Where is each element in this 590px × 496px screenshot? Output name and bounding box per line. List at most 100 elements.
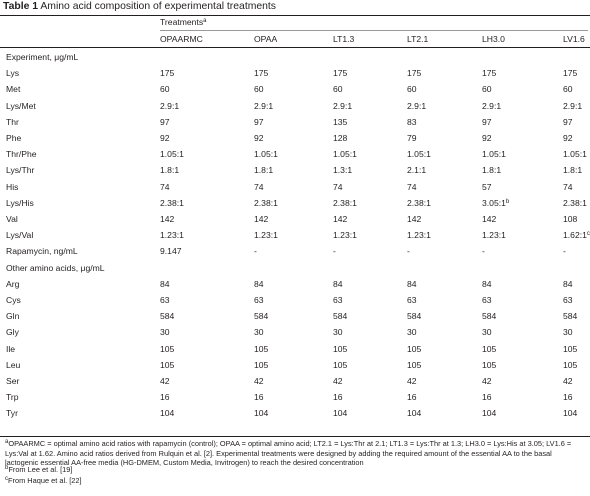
- row-label: Ile: [6, 343, 16, 354]
- table-cell: 584: [254, 311, 268, 322]
- cell-value: 63: [160, 295, 170, 305]
- cell-value: 92: [254, 133, 264, 143]
- column-header: LT1.3: [333, 34, 355, 44]
- table-cell: 142: [254, 214, 268, 225]
- table-cell: 142: [482, 214, 496, 225]
- treatments-underline: [160, 30, 588, 31]
- cell-value: 42: [160, 376, 170, 386]
- cell-value: 1.8:1: [482, 165, 502, 176]
- cell-value: 74: [333, 181, 343, 192]
- table-cell: 1.8:1: [563, 165, 582, 176]
- cell-value: 175: [160, 68, 175, 79]
- cell-value: 105: [407, 343, 422, 354]
- table-cell: 2.9:1: [407, 101, 426, 112]
- bottom-rule: [0, 436, 590, 437]
- table-cell: 584: [563, 311, 577, 322]
- row-label: Lys/His: [6, 197, 34, 208]
- row-label: Gln: [6, 311, 20, 322]
- table-cell: 105: [333, 360, 347, 371]
- cell-value: 97: [482, 116, 492, 127]
- table-cell: 135: [333, 117, 347, 128]
- cell-value: 63: [482, 295, 492, 305]
- table-cell: 74: [254, 182, 264, 193]
- table-cell: 2.38:1: [254, 198, 278, 209]
- table-cell: 2.38:1: [160, 198, 184, 209]
- table-cell: 1.05:1: [160, 149, 184, 160]
- table-cell: 2.9:1: [254, 101, 273, 112]
- cell-value: 1.8:1: [563, 165, 583, 176]
- table-cell: -: [333, 246, 336, 257]
- treatments-header: Treatmentsa: [160, 17, 207, 27]
- table-cell: 105: [333, 344, 347, 355]
- table-cell: 104: [482, 408, 496, 419]
- cell-value: 104: [407, 408, 422, 419]
- cell-value: 83: [407, 116, 417, 127]
- table-cell: 1.23:1: [160, 230, 184, 241]
- cell-value: 105: [254, 343, 269, 354]
- table-cell: -: [407, 246, 410, 257]
- table-cell: 175: [482, 68, 496, 79]
- cell-value: 1.05:1: [254, 149, 278, 160]
- table-cell: 175: [254, 68, 268, 79]
- cell-value: 584: [482, 311, 497, 322]
- table-cell: 2.38:1: [407, 198, 431, 209]
- table-cell: 30: [563, 327, 573, 338]
- table-cell: 1.05:1: [254, 149, 278, 160]
- cell-value: 584: [563, 311, 578, 322]
- cell-value: 63: [407, 295, 417, 305]
- table-cell: -: [482, 246, 485, 257]
- row-label: Gly: [6, 327, 19, 338]
- table-cell: 63: [407, 295, 417, 306]
- cell-value: 79: [407, 133, 417, 143]
- table-cell: 60: [333, 84, 343, 95]
- cell-value: 175: [563, 68, 578, 79]
- cell-value: 105: [563, 343, 578, 354]
- row-label: Leu: [6, 359, 21, 370]
- cell-value: 63: [563, 295, 573, 305]
- table-cell: 1.8:1: [160, 165, 179, 176]
- cell-value: 104: [160, 408, 175, 419]
- cell-value: 60: [160, 84, 170, 95]
- table-cell: 84: [407, 279, 417, 290]
- table-cell: 92: [254, 133, 264, 144]
- table-cell: 63: [482, 295, 492, 306]
- cell-value: 84: [482, 278, 492, 289]
- cell-value: 175: [407, 68, 422, 79]
- table-cell: 104: [333, 408, 347, 419]
- cell-value: 105: [563, 359, 578, 370]
- cell-value: 16: [160, 392, 170, 403]
- cell-value: 1.3:1: [333, 165, 353, 176]
- row-label: Met: [6, 84, 21, 95]
- table-cell: 42: [333, 376, 343, 387]
- cell-value: 84: [254, 278, 264, 289]
- cell-value: 42: [407, 376, 417, 386]
- table-cell: 84: [482, 279, 492, 290]
- cell-value: 105: [482, 359, 497, 370]
- table-cell: 104: [254, 408, 268, 419]
- cell-value: 142: [254, 214, 269, 224]
- table-cell: 2.9:1: [563, 101, 582, 112]
- table-cell: 30: [407, 327, 417, 338]
- table-cell: 63: [160, 295, 170, 306]
- table-cell: 16: [407, 392, 417, 403]
- table-cell: 60: [482, 84, 492, 95]
- table-cell: 92: [160, 133, 170, 144]
- table-cell: 1.8:1: [482, 165, 501, 176]
- cell-value: 16: [482, 392, 492, 403]
- cell-value: 30: [333, 327, 343, 338]
- table-cell: 97: [254, 117, 264, 128]
- row-label: Tyr: [6, 408, 18, 419]
- table-cell: 2.38:1: [333, 198, 357, 209]
- table-cell: 42: [254, 376, 264, 387]
- cell-value: 1.05:1: [482, 149, 506, 160]
- cell-value: 105: [482, 343, 497, 354]
- cell-value: 584: [333, 311, 348, 322]
- cell-value: 2.9:1: [160, 100, 180, 111]
- cell-value: 142: [160, 214, 175, 224]
- row-label: Arg: [6, 278, 20, 289]
- column-header: OPAARMC: [160, 34, 203, 44]
- table-cell: 30: [254, 327, 264, 338]
- cell-value: 2.38:1: [254, 197, 278, 208]
- table-cell: 3.05:1b: [482, 198, 509, 209]
- cell-value: 92: [563, 133, 573, 143]
